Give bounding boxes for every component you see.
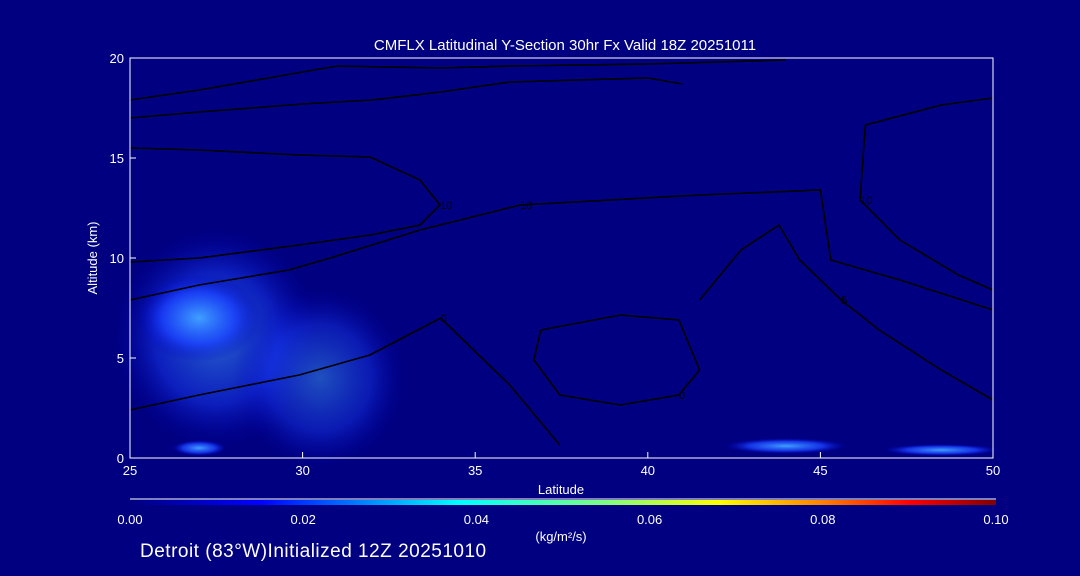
y-tick-label: 0	[117, 451, 124, 466]
contour-label: 0	[441, 313, 447, 325]
contour-line	[129, 59, 786, 101]
contour-line	[129, 317, 561, 446]
y-tick-label: 20	[110, 51, 124, 66]
x-tick-label: 45	[813, 463, 827, 478]
colorbar-tick-label: 0.02	[291, 512, 316, 527]
colorbar-tick-label: 0.10	[983, 512, 1008, 527]
contour-label: 10	[440, 200, 452, 212]
flux-region	[723, 438, 848, 454]
colorbar-tick-label: 0.04	[464, 512, 489, 527]
colorbar-tick-label: 0.00	[117, 512, 142, 527]
x-tick-label: 40	[641, 463, 655, 478]
x-tick-label: 50	[986, 463, 1000, 478]
colorbar-tick-label: 0.06	[637, 512, 662, 527]
contour-label: 0	[679, 390, 685, 402]
contour-line	[129, 77, 683, 119]
x-axis-label: Latitude	[538, 482, 584, 497]
colorbar	[130, 500, 996, 505]
contour-line	[129, 189, 994, 311]
y-tick-label: 15	[110, 151, 124, 166]
contour-label: 5	[841, 295, 847, 307]
contour-line	[698, 223, 994, 401]
contour-label: 10	[520, 200, 532, 212]
flux-region	[882, 444, 1000, 456]
y-axis-label: Altitude (km)	[85, 222, 100, 295]
flux-region	[136, 274, 262, 362]
contour-label: 10	[860, 195, 872, 207]
contour-line	[129, 147, 442, 263]
chart-title: CMFLX Latitudinal Y-Section 30hr Fx Vali…	[374, 37, 756, 54]
colorbar-unit: (kg/m²/s)	[535, 529, 586, 544]
contour-line	[859, 97, 994, 291]
flux-region	[171, 440, 227, 456]
x-tick-label: 35	[468, 463, 482, 478]
y-tick-label: 10	[110, 251, 124, 266]
flux-region	[233, 288, 407, 468]
x-tick-label: 30	[295, 463, 309, 478]
contour-line	[533, 314, 701, 406]
footer-text: Detroit (83°W)Initialized 12Z 20251010	[140, 541, 487, 562]
colorbar-tick-label: 0.08	[810, 512, 835, 527]
y-tick-label: 5	[117, 351, 124, 366]
x-tick-label: 25	[123, 463, 137, 478]
